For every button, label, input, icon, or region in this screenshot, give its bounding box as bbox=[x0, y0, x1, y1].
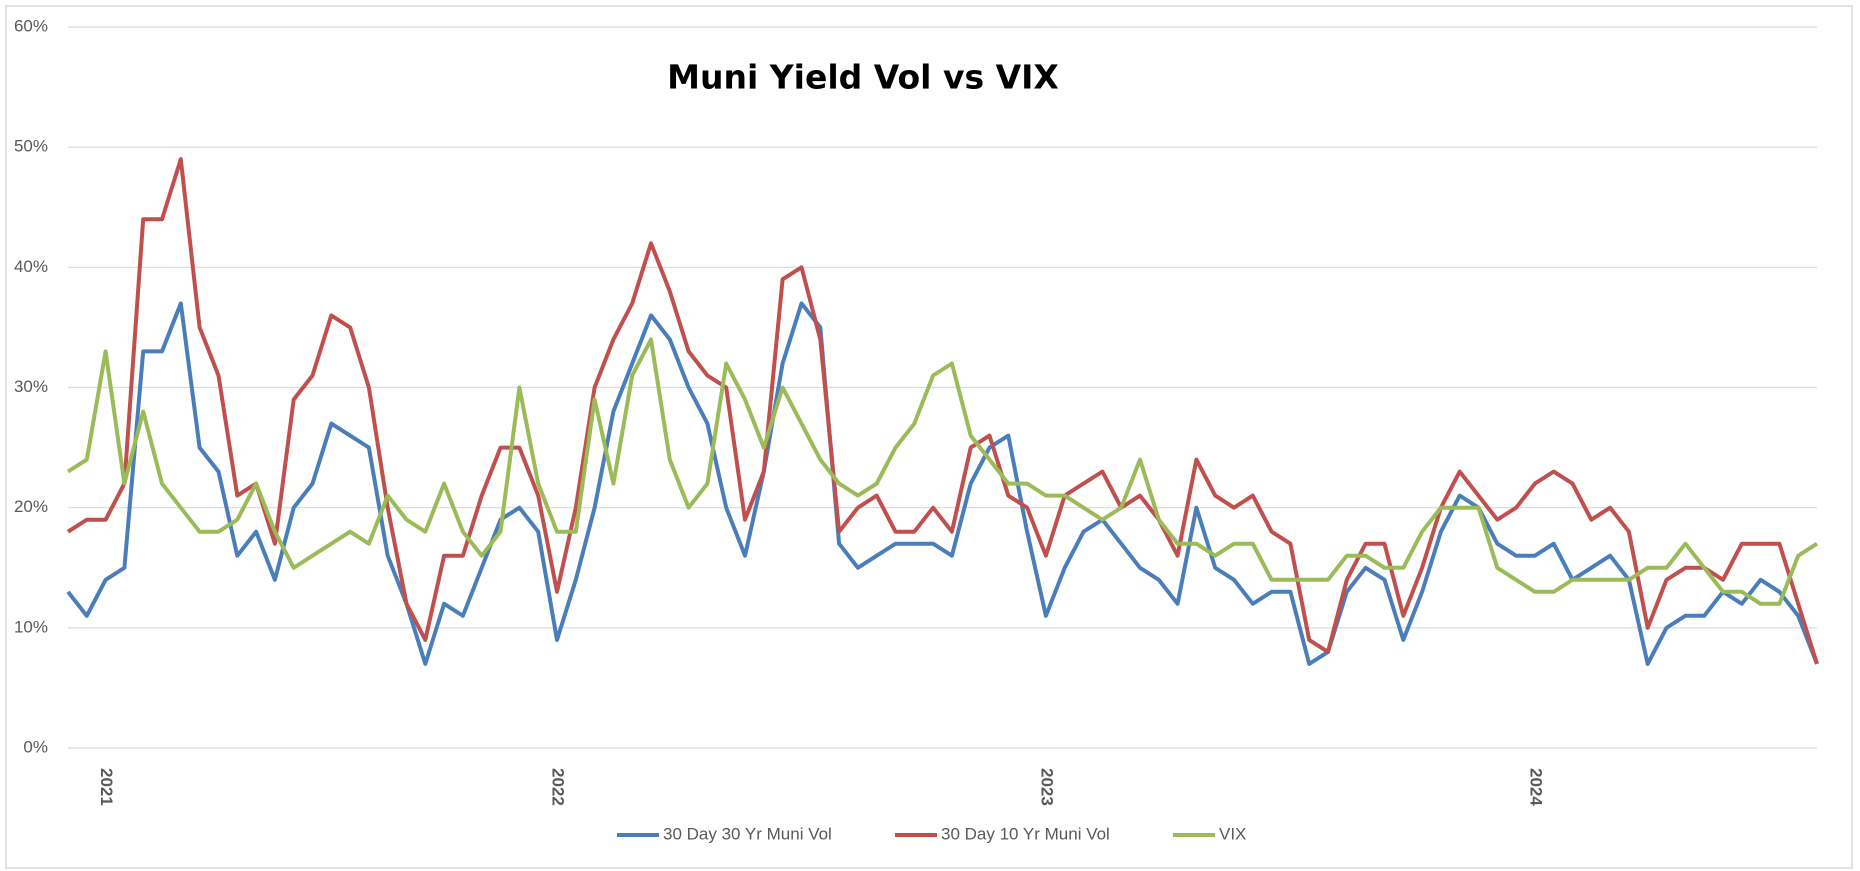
chart-border bbox=[5, 5, 1853, 869]
y-tick-label: 20% bbox=[14, 497, 48, 516]
y-tick-label: 60% bbox=[14, 16, 48, 35]
y-tick-label: 40% bbox=[14, 257, 48, 276]
chart-title: Muni Yield Vol vs VIX bbox=[667, 58, 1059, 97]
x-tick-label: 2023 bbox=[1037, 768, 1056, 806]
y-tick-label: 30% bbox=[14, 377, 48, 396]
x-tick-label: 2021 bbox=[97, 768, 116, 806]
x-tick-label: 2022 bbox=[548, 768, 567, 806]
x-tick-label: 2024 bbox=[1526, 768, 1545, 806]
series-line bbox=[66, 157, 1819, 665]
series-line bbox=[66, 337, 1819, 606]
series-line bbox=[66, 301, 1819, 666]
legend-label: 30 Day 10 Yr Muni Vol bbox=[941, 824, 1110, 843]
y-tick-label: 50% bbox=[14, 137, 48, 156]
legend-label: 30 Day 30 Yr Muni Vol bbox=[663, 824, 832, 843]
legend-label: VIX bbox=[1219, 824, 1246, 843]
y-tick-label: 10% bbox=[14, 617, 48, 636]
y-tick-label: 0% bbox=[23, 737, 48, 756]
